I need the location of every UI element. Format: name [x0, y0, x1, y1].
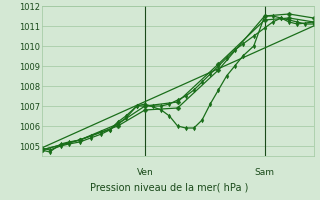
Text: Ven: Ven [137, 168, 153, 177]
Text: Pression niveau de la mer( hPa ): Pression niveau de la mer( hPa ) [91, 182, 249, 192]
Text: Sam: Sam [255, 168, 275, 177]
